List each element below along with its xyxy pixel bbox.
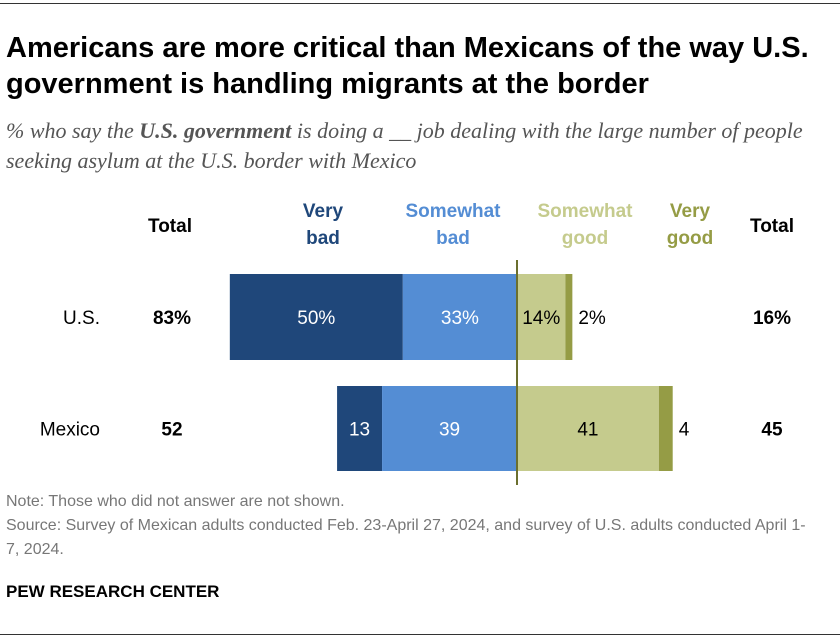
bar-very-good xyxy=(658,386,673,471)
bar-very-bad xyxy=(337,386,383,471)
subtitle-bold: U.S. government xyxy=(139,118,292,143)
legend-text: Very xyxy=(302,201,344,222)
total-good-value: 16% xyxy=(753,308,791,329)
data-label: 39 xyxy=(439,420,460,441)
subtitle-post: is doing a __ job dealing with the large… xyxy=(6,118,803,173)
chart-subtitle: % who say the U.S. government is doing a… xyxy=(6,116,836,176)
legend-text: good xyxy=(561,228,609,249)
total-bad-value: 83% xyxy=(153,308,191,329)
legend-very-good: Very good xyxy=(650,198,730,252)
note: Note: Those who did not answer are not s… xyxy=(6,493,345,510)
data-label: 41 xyxy=(577,420,598,441)
total-good-header: Total xyxy=(750,216,794,237)
total-bad-value: 52 xyxy=(161,420,182,441)
bar-somewhat-good xyxy=(517,274,566,360)
legend-somewhat-bad: Somewhat bad xyxy=(393,198,513,252)
subtitle-pre: % who say the xyxy=(6,118,140,143)
legend-somewhat-good: Somewhat good xyxy=(525,198,645,252)
source: Source: Survey of Mexican adults conduct… xyxy=(6,517,806,558)
data-label: 4 xyxy=(679,420,690,441)
legend-text: Somewhat xyxy=(537,201,633,222)
category-label: Mexico xyxy=(40,420,100,441)
data-label: 13 xyxy=(349,420,370,441)
legend-text: bad xyxy=(436,228,470,249)
legend-text: bad xyxy=(306,228,340,249)
data-label: 33% xyxy=(441,308,479,329)
bar-somewhat-good xyxy=(517,386,659,471)
data-label: 14% xyxy=(522,308,560,329)
bar-very-good xyxy=(565,274,573,360)
category-label: U.S. xyxy=(63,308,100,329)
bar-somewhat-bad xyxy=(382,386,517,471)
bar-somewhat-bad xyxy=(402,274,517,360)
legend-text: Very xyxy=(669,201,711,222)
brand-logo: PEW RESEARCH CENTER xyxy=(6,582,220,601)
legend-text: good xyxy=(666,228,714,249)
chart-title: Americans are more critical than Mexican… xyxy=(6,32,809,100)
bar-very-bad xyxy=(229,274,403,360)
total-bad-header: Total xyxy=(148,216,192,237)
legend-text: Somewhat xyxy=(405,201,501,222)
legend-very-bad: Very bad xyxy=(283,198,363,252)
data-label: 2% xyxy=(578,308,606,329)
bottom-rule xyxy=(0,634,840,635)
top-rule xyxy=(0,3,840,4)
total-good-value: 45 xyxy=(761,420,783,441)
data-label: 50% xyxy=(297,308,335,329)
